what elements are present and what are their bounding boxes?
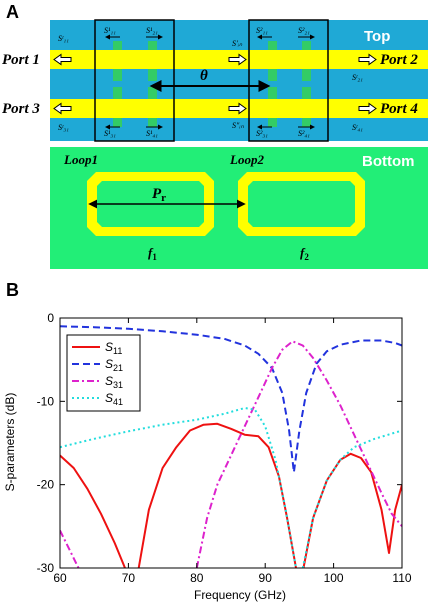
x-tick-label-90: 90: [259, 571, 273, 585]
bottom-layer-label: Bottom: [362, 153, 415, 170]
top-layer-label: Top: [364, 28, 390, 45]
panel-a-label: A: [6, 2, 19, 22]
series-s31-line-0: [60, 530, 80, 568]
f2-label: f2: [300, 245, 309, 262]
right-bot-sin-label: S″ᵢₙ: [232, 121, 245, 130]
port1-label: Port 1: [2, 52, 40, 68]
y-tick-label-0: 0: [47, 311, 54, 325]
series-s31-line-1: [195, 340, 402, 568]
x-axis-label: Frequency (GHz): [194, 588, 286, 602]
x-tick-label-110: 110: [392, 571, 411, 585]
x-tick-label-60: 60: [53, 571, 67, 585]
y-tick-label--10: -10: [37, 394, 55, 408]
right-top-s11-label: S²₁₁: [256, 26, 268, 35]
x-tick-label-100: 100: [324, 571, 344, 585]
left-bot-s41-label: S¹₄₁: [146, 129, 158, 138]
f1-label: f1: [148, 245, 157, 262]
right-top-sin-label: S′ᵢₙ: [232, 39, 243, 48]
loop1-label: Loop1: [63, 152, 98, 167]
left-top-s11-label: S¹₁₁: [104, 26, 116, 35]
panel-b-label: B: [6, 280, 19, 300]
y-tick-label--30: -30: [37, 561, 55, 575]
loop2-inner: [248, 181, 355, 227]
mid-bottom-arrow-icon: [228, 102, 247, 115]
right-top-s21-label: S²₂₁: [298, 26, 310, 35]
port2-s-label: Sᵗ₂₁: [352, 73, 363, 82]
port3-arrow-icon: [53, 102, 72, 115]
series-s11-line-2: [302, 452, 402, 568]
pr-label: Pr: [152, 186, 166, 204]
port2-arrow-icon: [358, 53, 377, 66]
legend-box: [66, 334, 141, 412]
left-coupler-patches: [113, 41, 157, 127]
series-s11-line-0: [60, 454, 126, 568]
x-tick-label-70: 70: [122, 571, 136, 585]
plot-frame: [59, 317, 403, 569]
port2-label: Port 2: [380, 52, 418, 68]
port4-label: Port 4: [380, 101, 418, 117]
port4-arrow-icon: [358, 102, 377, 115]
port1-s-label: Sᵗ₁₁: [58, 34, 69, 43]
port3-label: Port 3: [2, 101, 40, 117]
x-tick-label-80: 80: [190, 571, 204, 585]
loop2-label: Loop2: [229, 152, 264, 167]
right-bot-s41-label: S²₄₁: [298, 129, 310, 138]
port-arrows: [53, 53, 377, 115]
mid-top-arrow-icon: [228, 53, 247, 66]
right-bot-s31-label: S²₃₁: [256, 129, 268, 138]
series-s21-line-0: [60, 325, 402, 474]
theta-label: θ: [200, 68, 208, 84]
left-top-s21-label: S¹₂₁: [146, 26, 158, 35]
y-axis-label: S-parameters (dB): [3, 393, 17, 492]
s-param-labels: Sᵗ₁₁ Sᵗ₂₁ Sᵗ₃₁ Sᵗ₄₁ S¹₁₁ S¹₂₁ S′ᵢₙ S²₁₁ …: [58, 26, 363, 138]
port3-s-label: Sᵗ₃₁: [58, 123, 69, 132]
port1-arrow-icon: [53, 53, 72, 66]
y-tick-label--20: -20: [37, 478, 55, 492]
port4-s-label: Sᵗ₄₁: [352, 123, 363, 132]
series-s41-line-1: [301, 429, 402, 568]
right-coupler-patches: [268, 41, 311, 127]
panel-a: A Top: [2, 2, 428, 269]
left-bot-s31-label: S¹₃₁: [104, 129, 116, 138]
